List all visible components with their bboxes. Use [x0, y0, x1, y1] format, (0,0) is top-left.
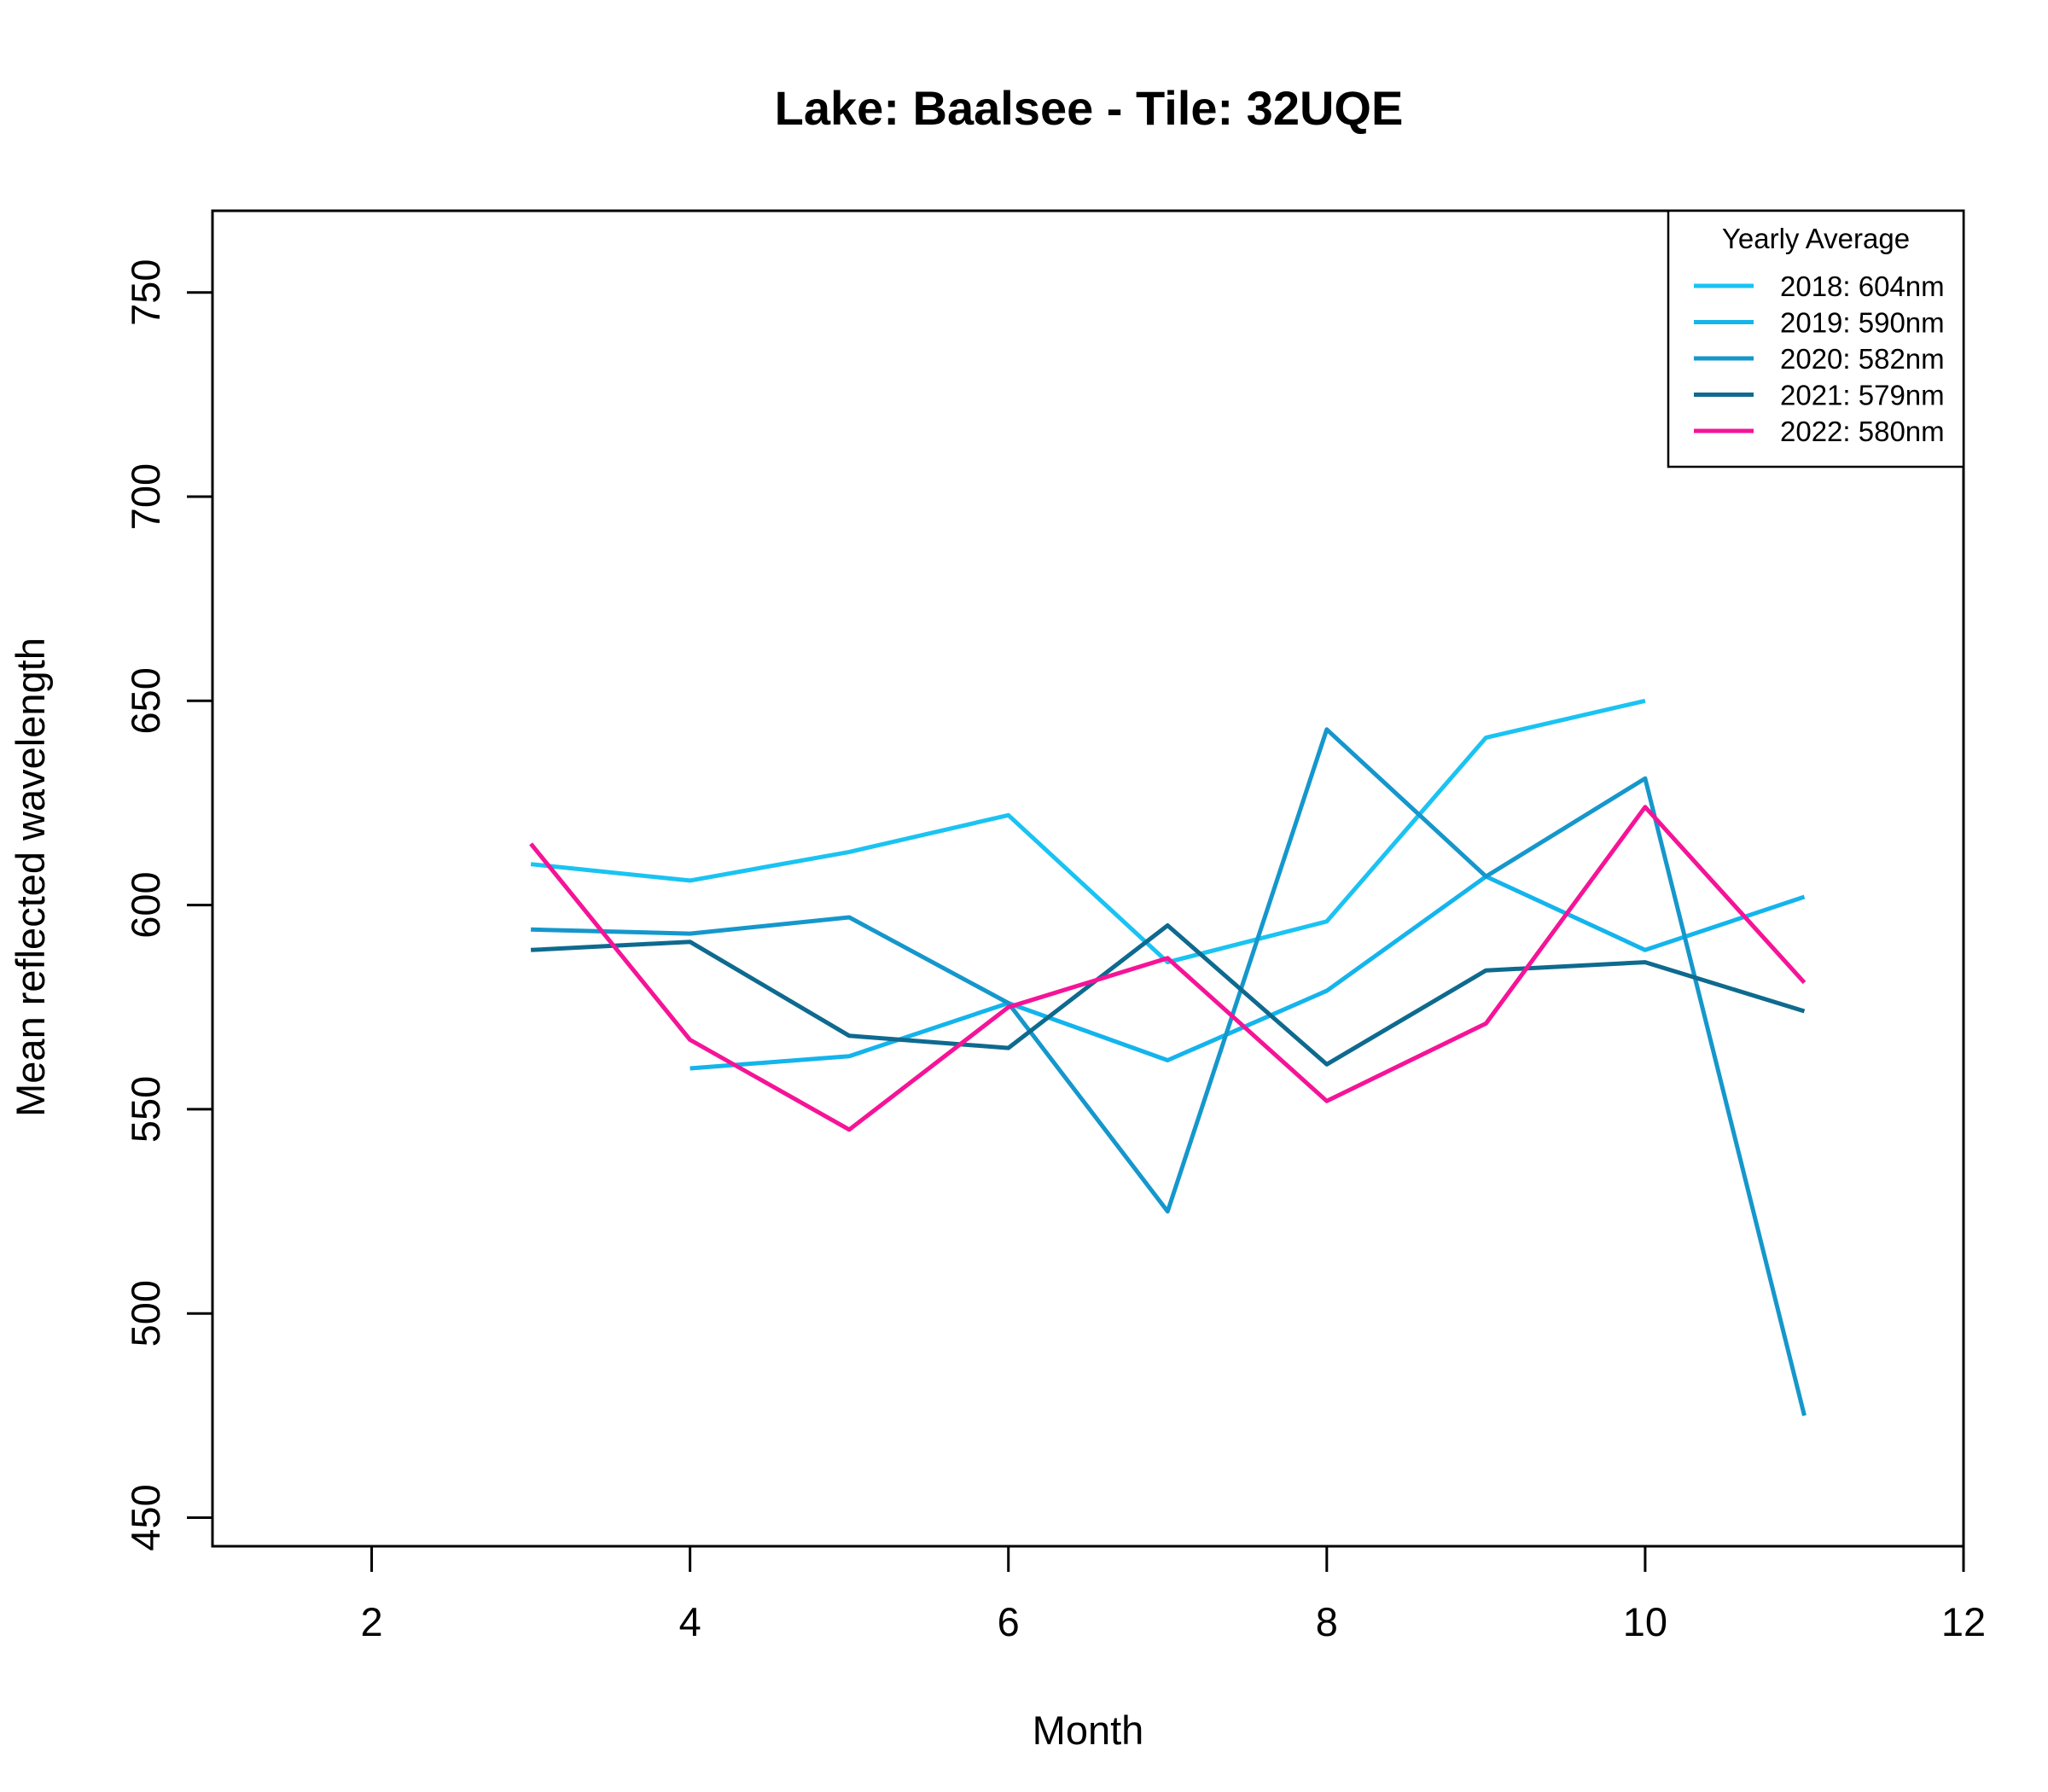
series-layer — [529, 698, 1807, 1417]
legend-label: 2019: 590nm — [1780, 307, 1945, 339]
x-axis-label: Month — [1033, 1708, 1144, 1753]
x-tick-label: 4 — [679, 1599, 701, 1644]
chart-title: Lake: Baalsee - Tile: 32UQE — [775, 81, 1404, 135]
y-axis-label: Mean reflected wavelength — [8, 637, 53, 1117]
legend-label: 2022: 580nm — [1780, 416, 1945, 447]
series-line-0 — [530, 698, 1646, 965]
series-line-3 — [530, 923, 1806, 1067]
x-axis: 2 4 6 8 10 12 — [360, 1545, 1986, 1644]
y-tick-label: 750 — [123, 259, 168, 326]
y-tick-label: 550 — [123, 1076, 168, 1143]
y-tick-label: 650 — [123, 667, 168, 734]
legend-label: 2020: 582nm — [1780, 343, 1945, 375]
series-line-2 — [531, 727, 1807, 1417]
series-line-1 — [689, 874, 1806, 1071]
x-tick-label: 6 — [998, 1599, 1020, 1644]
y-tick-label: 700 — [123, 463, 168, 530]
y-tick-label: 600 — [123, 871, 168, 938]
x-tick-label: 12 — [1941, 1599, 1986, 1644]
legend-label: 2018: 604nm — [1780, 271, 1945, 302]
legend: Yearly Average 2018: 604nm 2019: 590nm 202… — [1667, 209, 1965, 468]
x-tick-label: 10 — [1623, 1599, 1667, 1644]
legend-items: 2018: 604nm 2019: 590nm 2020: 582nm 2021: 5… — [1694, 271, 1945, 447]
y-axis: 450 500 550 600 650 700 750 — [123, 259, 214, 1551]
y-tick-label: 500 — [123, 1280, 168, 1347]
x-tick-label: 8 — [1316, 1599, 1338, 1644]
legend-label: 2021: 579nm — [1780, 380, 1945, 411]
y-tick-label: 450 — [123, 1484, 168, 1551]
legend-title: Yearly Average — [1722, 223, 1910, 254]
series-line-4 — [529, 805, 1807, 1132]
legend-box — [1667, 209, 1965, 468]
x-tick-label: 2 — [360, 1599, 382, 1644]
